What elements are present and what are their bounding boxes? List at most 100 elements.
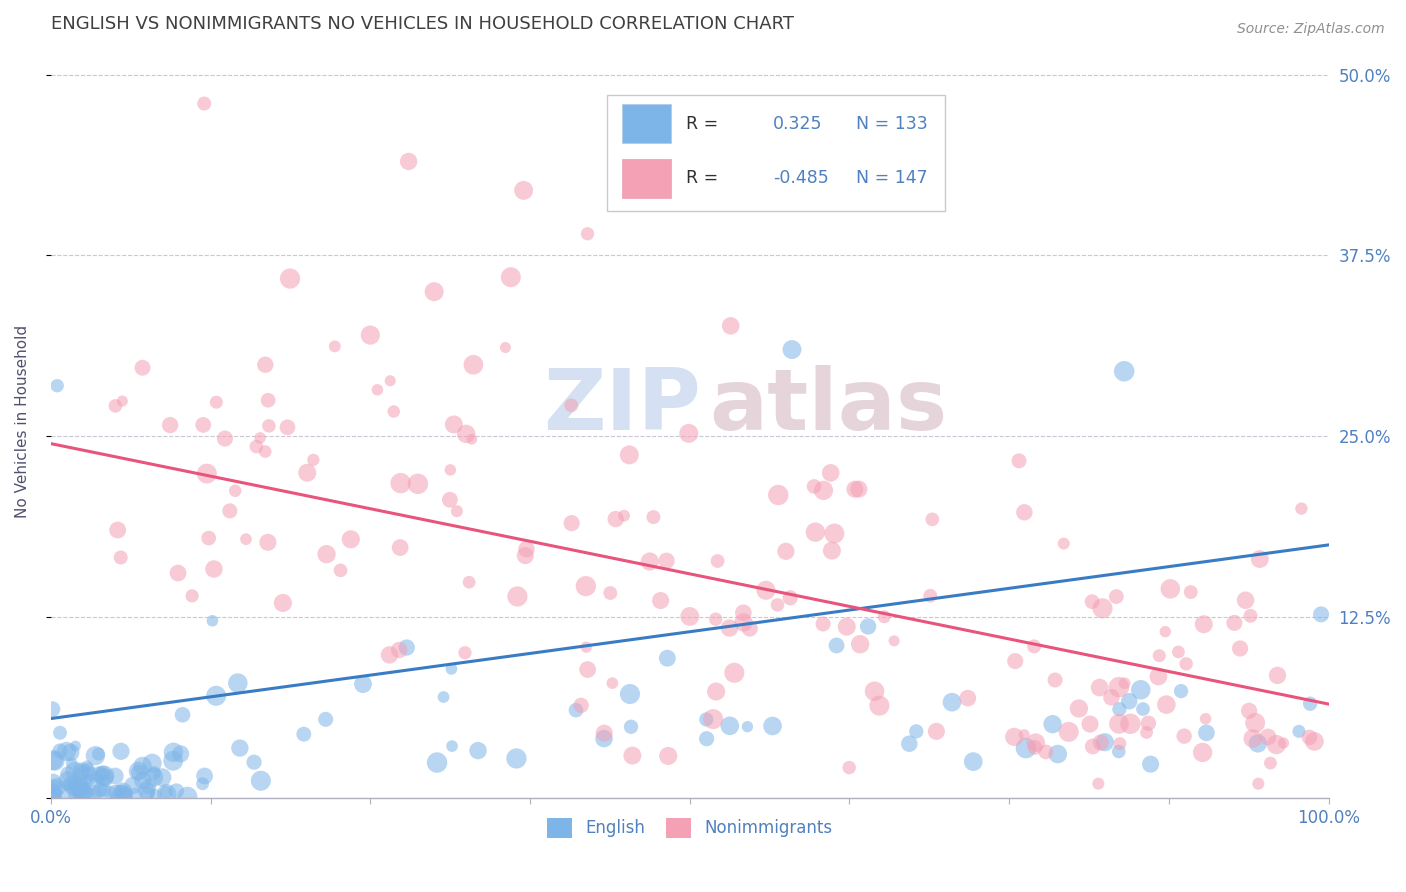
Point — [56, 773, 79, 788]
Point — [82, 787, 104, 801]
Point — [1137, 716, 1160, 731]
Point — [738, 622, 761, 636]
Point — [323, 339, 346, 353]
Point — [165, 784, 187, 798]
Point — [42, 785, 65, 799]
Point — [494, 341, 516, 355]
Point — [780, 343, 803, 357]
Point — [1002, 730, 1025, 744]
Point — [723, 665, 745, 680]
Point — [766, 598, 789, 612]
Point — [388, 643, 411, 657]
Point — [359, 328, 381, 343]
Point — [1078, 717, 1101, 731]
Point — [849, 637, 872, 651]
Point — [1004, 654, 1026, 668]
Point — [823, 526, 845, 541]
Point — [93, 773, 115, 788]
Point — [67, 779, 90, 793]
Point — [224, 483, 246, 498]
Point — [72, 783, 94, 797]
FancyBboxPatch shape — [606, 95, 945, 211]
Point — [1012, 728, 1035, 742]
Point — [229, 741, 252, 756]
Point — [941, 695, 963, 709]
Point — [1247, 736, 1270, 750]
Point — [131, 360, 153, 375]
Point — [77, 772, 100, 787]
Point — [848, 482, 870, 496]
Y-axis label: No Vehicles in Household: No Vehicles in Household — [15, 326, 30, 518]
Point — [128, 765, 150, 780]
Point — [602, 676, 624, 690]
Point — [79, 766, 101, 780]
Point — [619, 687, 641, 701]
Point — [366, 383, 388, 397]
Point — [1288, 724, 1310, 739]
Point — [638, 555, 661, 569]
Point — [315, 712, 337, 726]
Point — [202, 562, 225, 576]
Point — [93, 769, 115, 783]
Point — [110, 783, 132, 797]
Point — [69, 781, 91, 796]
Point — [1043, 673, 1066, 687]
Point — [1239, 608, 1261, 623]
Point — [250, 773, 273, 788]
Point — [505, 751, 527, 765]
Point — [1108, 716, 1130, 731]
Point — [167, 566, 190, 580]
Point — [1249, 552, 1271, 566]
Point — [704, 612, 727, 626]
Point — [197, 531, 219, 545]
Point — [1129, 682, 1152, 697]
Point — [733, 615, 755, 630]
Point — [44, 789, 66, 804]
Point — [720, 318, 742, 333]
Point — [352, 677, 374, 691]
Point — [214, 432, 236, 446]
Point — [1167, 645, 1189, 659]
Text: 0.325: 0.325 — [773, 115, 823, 133]
Point — [506, 590, 529, 604]
Point — [820, 466, 842, 480]
Point — [42, 776, 65, 790]
Point — [44, 754, 66, 768]
Point — [1244, 715, 1267, 730]
Point — [84, 748, 107, 763]
Point — [98, 785, 121, 799]
Point — [87, 785, 110, 799]
Point — [63, 780, 86, 794]
Point — [804, 525, 827, 540]
Point — [59, 746, 82, 760]
Point — [593, 731, 616, 746]
Point — [156, 787, 179, 801]
Text: N = 133: N = 133 — [856, 115, 928, 133]
Point — [176, 789, 198, 804]
Point — [1014, 505, 1036, 519]
Point — [1090, 735, 1112, 749]
Point — [127, 764, 149, 779]
Point — [1267, 668, 1289, 682]
Point — [1022, 640, 1045, 654]
Point — [512, 183, 534, 197]
Point — [803, 479, 825, 493]
Point — [761, 719, 783, 733]
Point — [302, 453, 325, 467]
Point — [868, 698, 890, 713]
Point — [193, 96, 215, 111]
Point — [191, 777, 214, 791]
Point — [257, 418, 280, 433]
Point — [56, 767, 79, 781]
Point — [1195, 726, 1218, 740]
Point — [811, 617, 834, 632]
Point — [91, 766, 114, 780]
Point — [1194, 712, 1216, 726]
Point — [576, 663, 599, 677]
Point — [1087, 777, 1109, 791]
Point — [111, 785, 134, 799]
Point — [41, 702, 63, 716]
Point — [111, 785, 134, 799]
Point — [898, 737, 921, 751]
Point — [218, 504, 240, 518]
